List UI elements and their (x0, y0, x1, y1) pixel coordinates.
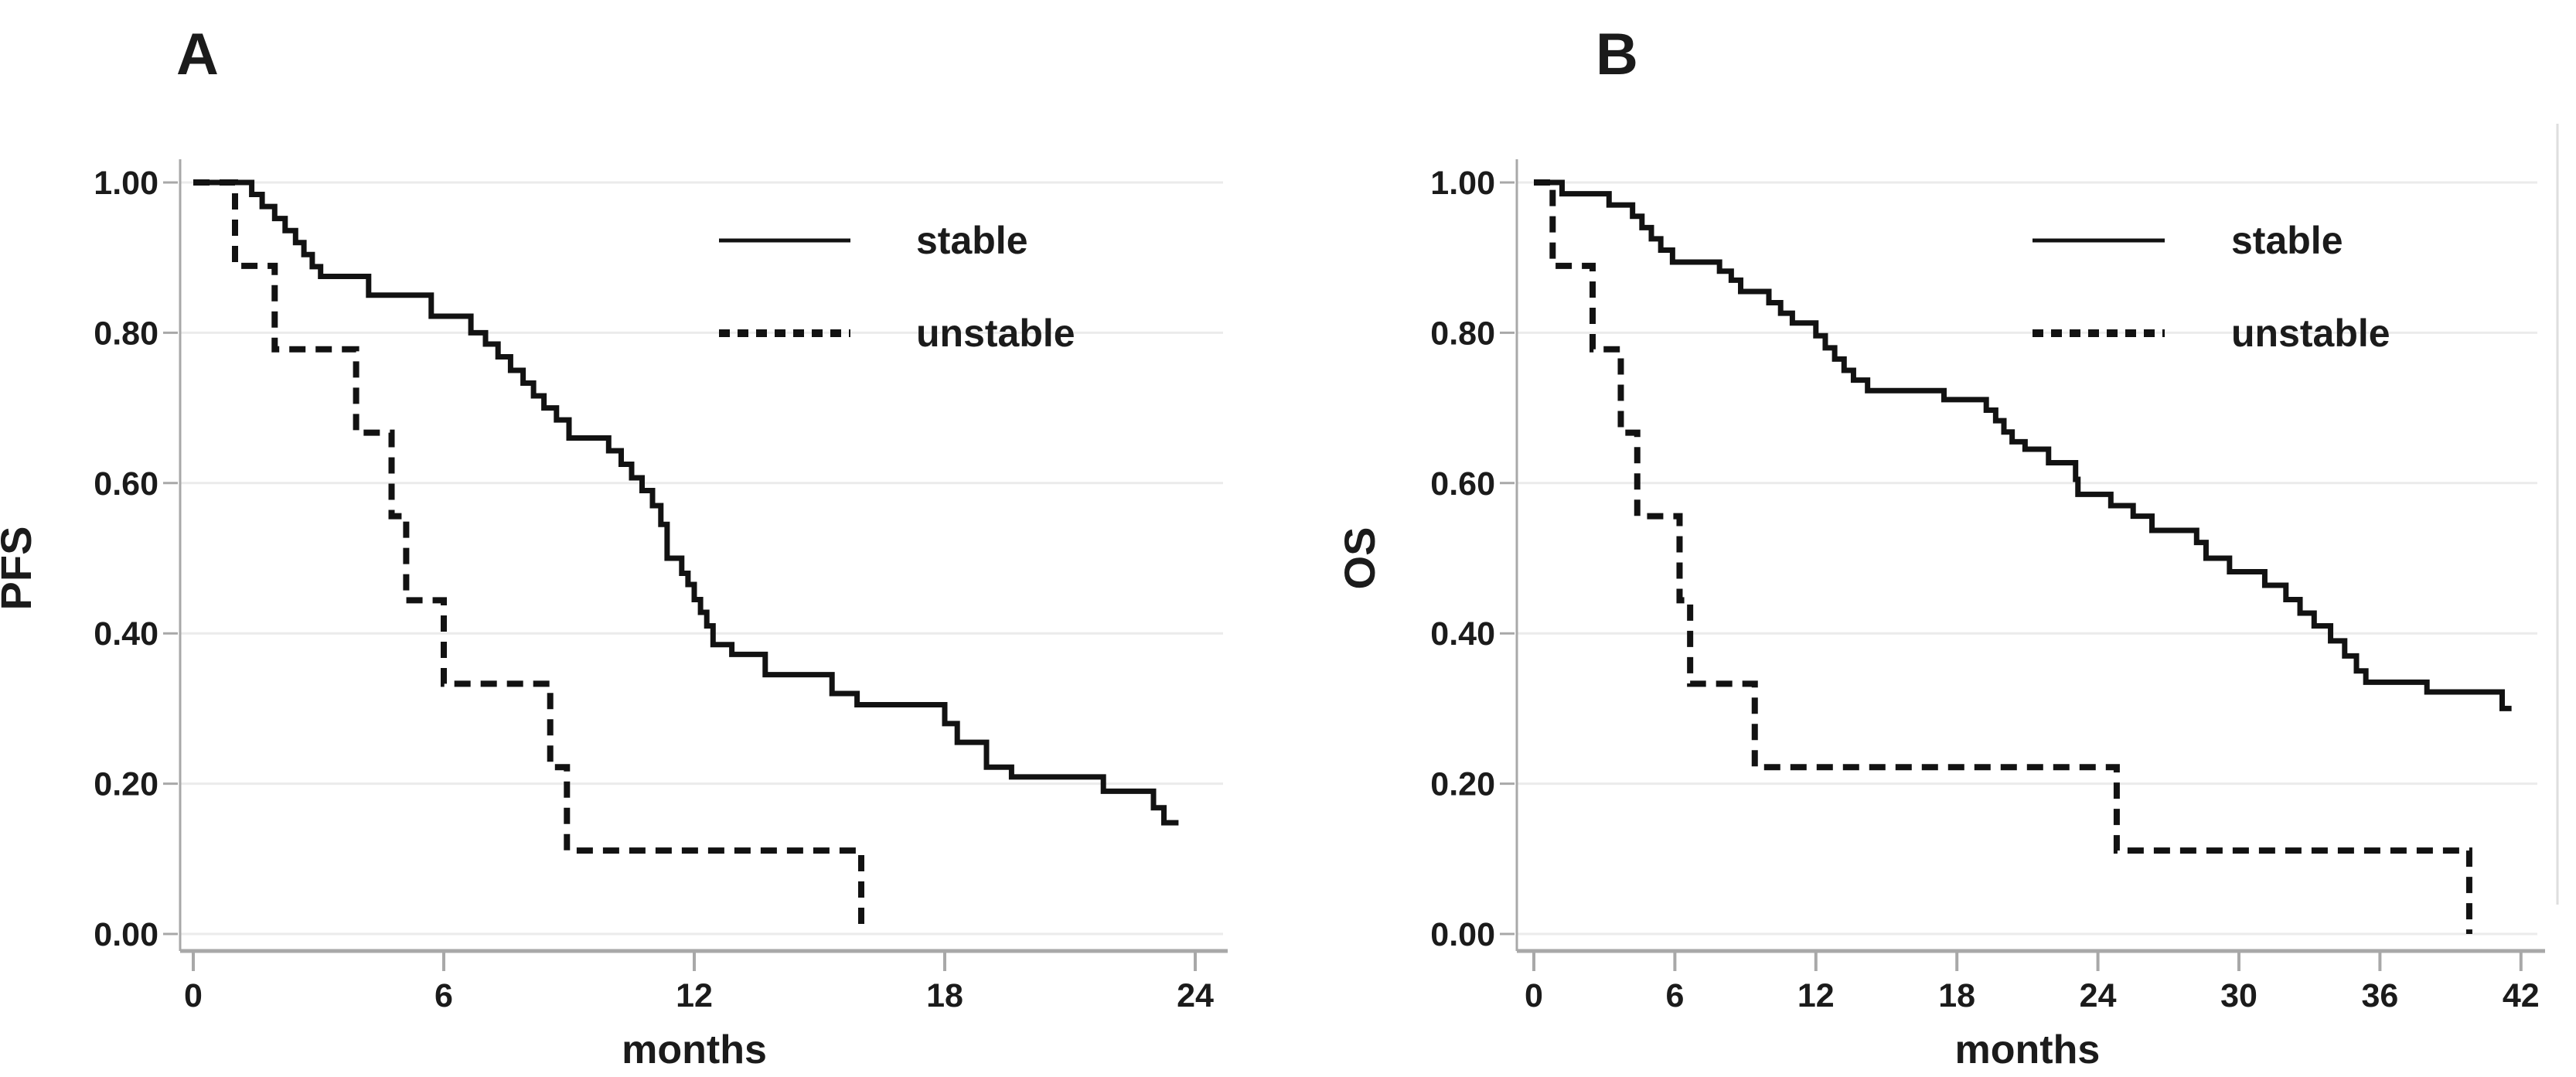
x-axis-title: months (622, 1028, 767, 1072)
y-tick-label: 0.20 (1430, 766, 1495, 803)
x-tick-label: 0 (1525, 977, 1543, 1014)
y-axis-title: PFS (0, 527, 40, 611)
x-tick-label: 6 (1665, 977, 1684, 1014)
y-tick-label: 1.00 (94, 165, 158, 202)
x-tick-label: 6 (434, 977, 453, 1014)
gridlines (180, 181, 1223, 936)
y-tick-label: 0.40 (1430, 615, 1495, 653)
legend-label-unstable: unstable (2231, 312, 2390, 355)
x-tick-label: 30 (2220, 977, 2257, 1014)
x-tick-label: 12 (676, 977, 713, 1014)
x-tick-label: 18 (926, 977, 963, 1014)
y-tick-label: 0.80 (1430, 315, 1495, 352)
panel-a: 1.00 0.80 0.60 0.40 0.20 0.00 0 6 12 18 24 months PF… (0, 22, 1228, 1072)
y-tick-label: 0.40 (94, 615, 158, 653)
y-tick-label: 0.00 (1430, 916, 1495, 953)
stable-curve (1534, 179, 2512, 711)
y-tick-label: 0.20 (94, 766, 158, 803)
panel-b: 1.00 0.80 0.60 0.40 0.20 0.00 0 6 12 18 24 30 36 42 mo… (1335, 22, 2545, 1072)
legend-label-stable: stable (916, 219, 1028, 262)
y-tick-label: 0.60 (94, 465, 158, 503)
x-tick-label: 36 (2361, 977, 2398, 1014)
y-tick-label: 0.60 (1430, 465, 1495, 503)
legend: stable unstable (719, 219, 1075, 355)
panel-letter: A (176, 22, 219, 87)
unstable-curve (193, 179, 864, 934)
x-axis-title: months (1955, 1028, 2101, 1072)
panel-letter: B (1596, 22, 1638, 87)
y-axis-title: OS (1335, 527, 1384, 590)
y-tick-label: 1.00 (1430, 165, 1495, 202)
gridlines (1517, 181, 2537, 936)
x-tick-label: 12 (1797, 977, 1835, 1014)
x-tick-label: 18 (1938, 977, 1975, 1014)
x-tick-label: 0 (184, 977, 203, 1014)
y-tick-label: 0.00 (94, 916, 158, 953)
x-tick-label: 42 (2503, 977, 2540, 1014)
y-tick-label: 0.80 (94, 315, 158, 352)
stable-curve (193, 179, 1179, 826)
x-tick-label: 24 (2080, 977, 2117, 1014)
legend: stable unstable (2033, 219, 2390, 355)
x-tick-label: 24 (1177, 977, 1214, 1014)
legend-label-stable: stable (2231, 219, 2343, 262)
legend-label-unstable: unstable (916, 312, 1075, 355)
unstable-curve (1534, 179, 2472, 934)
